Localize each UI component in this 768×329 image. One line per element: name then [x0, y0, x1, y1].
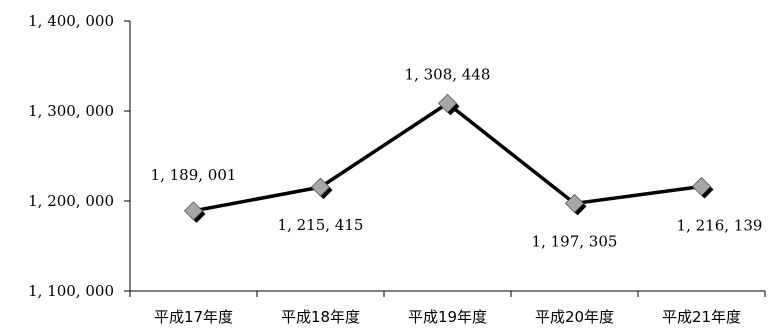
data-point: [183, 201, 206, 223]
series-line: [193, 101, 702, 213]
data-label: 1, 215, 415: [278, 216, 364, 234]
x-tick-label: 平成21年度: [662, 308, 741, 326]
data-point: [691, 176, 714, 199]
data-point-marker: [183, 201, 204, 221]
x-tick-label: 平成20年度: [535, 308, 614, 326]
data-point: [437, 93, 460, 116]
data-point-marker: [691, 176, 712, 197]
data-label: 1, 197, 305: [532, 232, 618, 250]
x-tick-label: 平成18年度: [281, 308, 360, 326]
data-point: [310, 177, 333, 200]
y-tick-label: 1, 100, 000: [28, 282, 114, 300]
chart-axes: [129, 21, 765, 292]
data-point-marker: [437, 93, 458, 113]
data-label: 1, 308, 448: [405, 65, 491, 83]
data-label: 1, 216, 139: [677, 216, 763, 234]
y-axis-ticks: 1, 100, 000 1, 200, 000 1, 300, 000 1, 400,…: [28, 12, 130, 300]
y-tick-label: 1, 400, 000: [28, 12, 114, 30]
series-line-group: [193, 101, 702, 213]
data-labels: 1, 189, 001 1, 215, 415 1, 308, 448 1, 197,…: [151, 65, 763, 250]
x-tick-label: 平成17年度: [154, 308, 233, 326]
x-tick-label: 平成19年度: [408, 308, 487, 326]
data-point-marker: [564, 193, 585, 213]
data-point-marker: [310, 177, 331, 197]
x-axis-ticks: 平成17年度 平成18年度 平成19年度 平成20年度 平成21年度: [129, 291, 766, 326]
y-tick-label: 1, 200, 000: [28, 192, 114, 210]
data-markers: [183, 93, 714, 223]
data-point: [564, 193, 587, 216]
data-label: 1, 189, 001: [151, 166, 237, 184]
y-tick-label: 1, 300, 000: [28, 102, 114, 120]
